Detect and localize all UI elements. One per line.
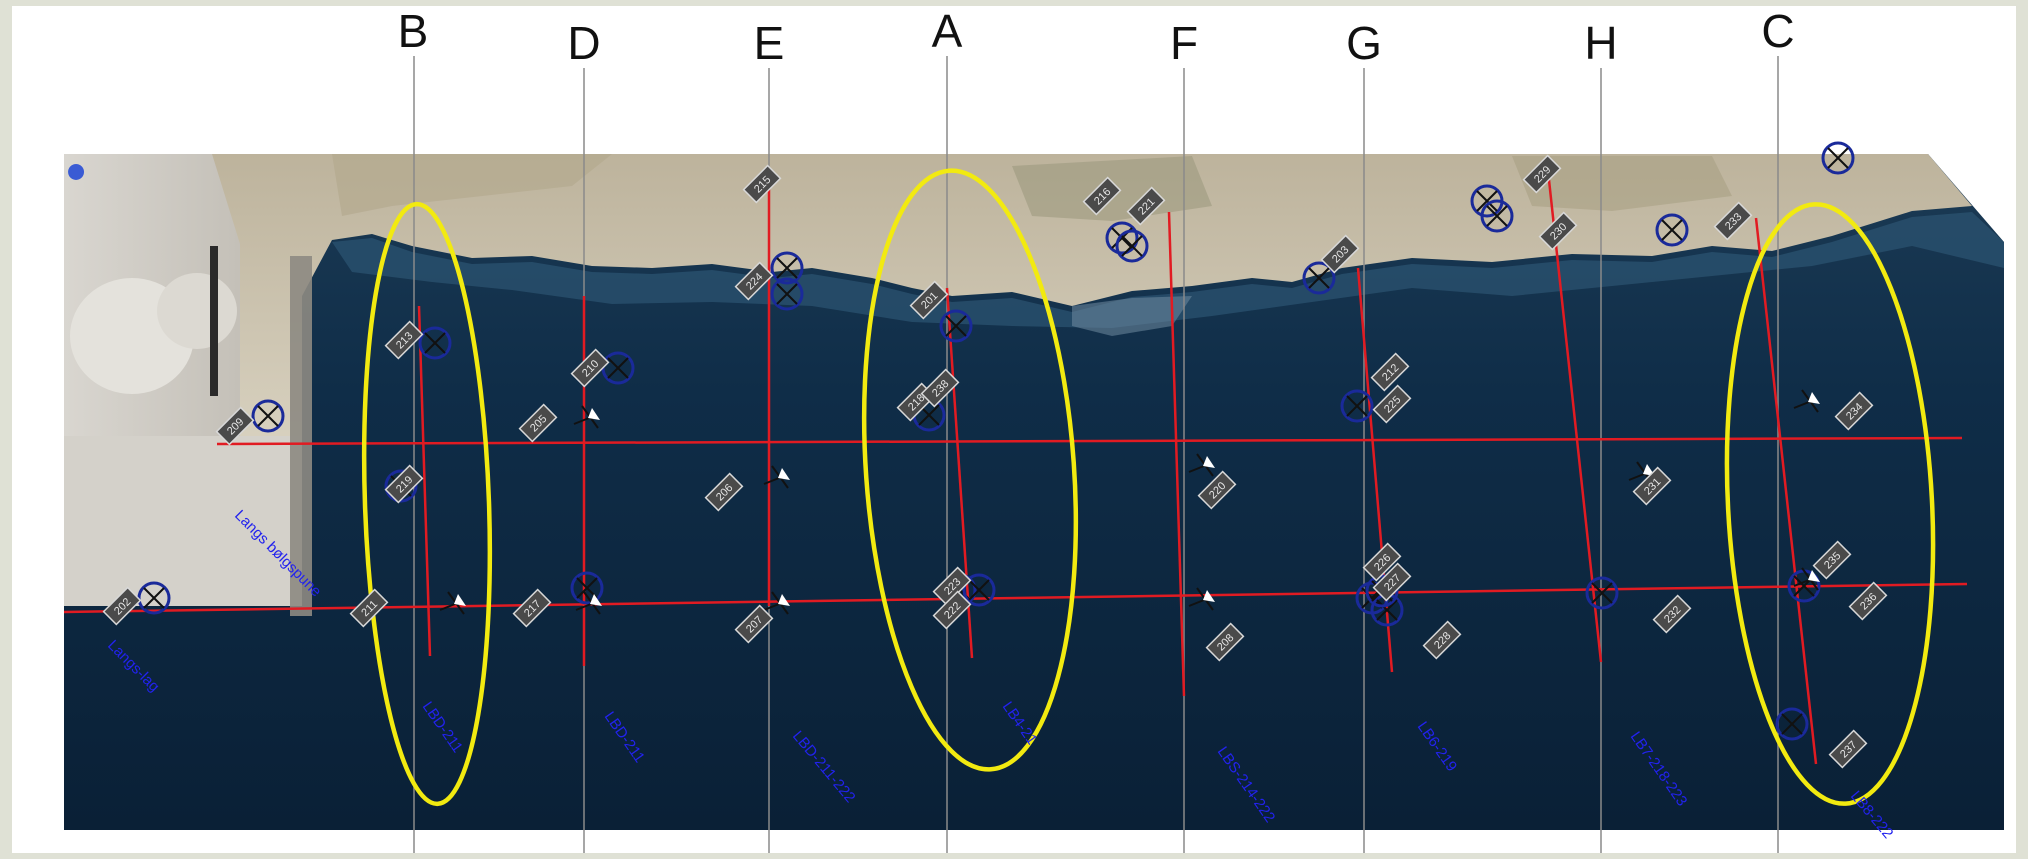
water-area	[64, 154, 2004, 830]
station-tag: 217	[512, 588, 552, 628]
pin-marker-icon	[763, 591, 790, 615]
station-tag: 203	[1320, 234, 1360, 274]
station-tags: 213 205 210 211 217 219 202 209 215 224 206 207 201 2…	[102, 154, 1888, 769]
station-tag: 224	[734, 261, 774, 301]
station-tag: 215	[742, 164, 782, 204]
crossed-circle-icon	[418, 326, 452, 360]
column-label-b: B	[397, 6, 429, 57]
station-tag: 230	[1538, 211, 1578, 251]
station-tag: 233	[1713, 201, 1753, 241]
crossed-circle-icon	[1821, 141, 1855, 175]
harbour-yard	[64, 436, 302, 606]
crossed-circle-icon	[1480, 199, 1514, 233]
station-markers	[137, 141, 1855, 741]
aerial-map: 213 205 210 211 217 219 202 209 215 224 206 207 201 2…	[63, 56, 2004, 853]
station-tag: 216	[1082, 176, 1122, 216]
station-tag: 229	[1522, 154, 1562, 194]
pin-marker-icon	[439, 591, 466, 615]
shallow-water	[332, 212, 2004, 328]
station-tag: 212	[1370, 352, 1410, 392]
gravel-pile	[157, 273, 237, 349]
station-tag: 228	[1422, 620, 1462, 660]
crossed-circle-icon	[1775, 707, 1809, 741]
station-tag: 213	[384, 320, 424, 360]
station-tag: 221	[1126, 186, 1166, 226]
sediment-plume	[1072, 296, 1192, 336]
crossed-circle-icon	[1115, 229, 1149, 263]
station-tag: 205	[518, 403, 558, 443]
crossed-circle-icon	[1655, 213, 1689, 247]
station-tag: 222	[932, 590, 972, 630]
column-label-a: A	[931, 6, 963, 57]
column-label-d: D	[567, 17, 601, 69]
station-tag: 201	[909, 280, 949, 320]
pin-marker-icon	[575, 591, 602, 615]
crossed-circle-icon	[570, 571, 604, 605]
station-tag: 209	[215, 406, 255, 446]
figure-stage: 213 205 210 211 217 219 202 209 215 224 206 207 201 2…	[12, 6, 2016, 853]
crossed-circle-icon	[251, 399, 285, 433]
crossed-circle-icon	[962, 573, 996, 607]
crossed-circle-icon	[770, 277, 804, 311]
vegetation	[1512, 156, 1732, 211]
pier-edge	[210, 246, 218, 396]
column-label-e: E	[753, 17, 785, 69]
breakwater	[290, 256, 312, 616]
pin-marker-icon	[1188, 453, 1215, 477]
column-label-h: H	[1584, 17, 1618, 69]
station-tag: 238	[920, 368, 960, 408]
crossed-circle-icon	[1585, 576, 1619, 610]
column-label-f: F	[1169, 17, 1199, 69]
station-tag: 206	[704, 472, 744, 512]
station-tag: 210	[570, 348, 610, 388]
pin-marker-icon	[763, 465, 790, 489]
station-tag: 231	[1632, 466, 1672, 506]
station-tag: 225	[1372, 384, 1412, 424]
crossed-circle-icon	[1340, 389, 1374, 423]
station-tag: 211	[349, 588, 389, 628]
column-label-g: G	[1346, 17, 1382, 69]
station-tag: 226	[1362, 542, 1402, 582]
blue-marker	[68, 164, 85, 180]
crossed-circle-icon	[939, 309, 973, 343]
station-tag: 234	[1834, 391, 1874, 431]
station-tag: 208	[1205, 622, 1245, 662]
crossed-circle-icon	[770, 251, 804, 285]
pin-marker-icon	[1793, 389, 1820, 413]
station-tag: 227	[1372, 562, 1412, 602]
station-tag: 219	[384, 464, 424, 504]
pin-marker-icon	[1793, 567, 1820, 591]
station-tag: 237	[1828, 729, 1868, 769]
station-tag: 220	[1197, 470, 1237, 510]
column-label-c: C	[1761, 6, 1795, 57]
station-tag: 232	[1652, 594, 1692, 634]
station-tag: 235	[1812, 540, 1852, 580]
station-tag: 207	[734, 604, 774, 644]
station-tag: 236	[1848, 581, 1888, 621]
highlight-ellipses	[361, 168, 1936, 807]
vegetation	[332, 154, 612, 216]
pin-marker-icon	[1188, 587, 1215, 611]
crossed-circle-icon	[1302, 261, 1336, 295]
station-tag: 202	[102, 586, 142, 626]
pin-marker-icon	[573, 405, 600, 429]
